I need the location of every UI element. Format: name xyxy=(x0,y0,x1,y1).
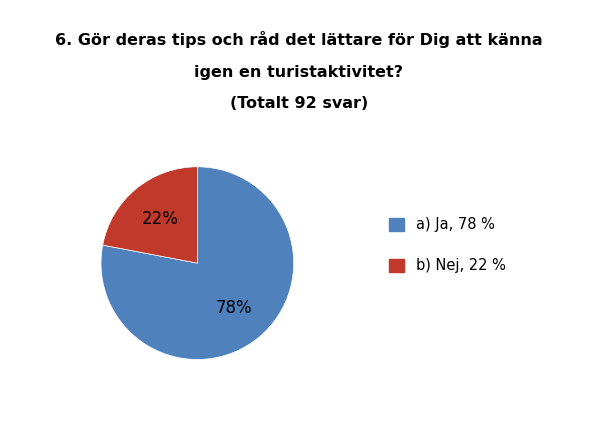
Wedge shape xyxy=(101,167,294,359)
Legend: a) Ja, 78 %, b) Nej, 22 %: a) Ja, 78 %, b) Nej, 22 % xyxy=(389,217,505,273)
Text: igen en turistaktivitet?: igen en turistaktivitet? xyxy=(194,65,404,80)
Text: 78%: 78% xyxy=(216,299,252,317)
Text: 22%: 22% xyxy=(142,210,179,227)
Text: 6. Gör deras tips och råd det lättare för Dig att känna: 6. Gör deras tips och råd det lättare fö… xyxy=(55,31,543,48)
Wedge shape xyxy=(103,167,197,263)
Text: (Totalt 92 svar): (Totalt 92 svar) xyxy=(230,96,368,111)
